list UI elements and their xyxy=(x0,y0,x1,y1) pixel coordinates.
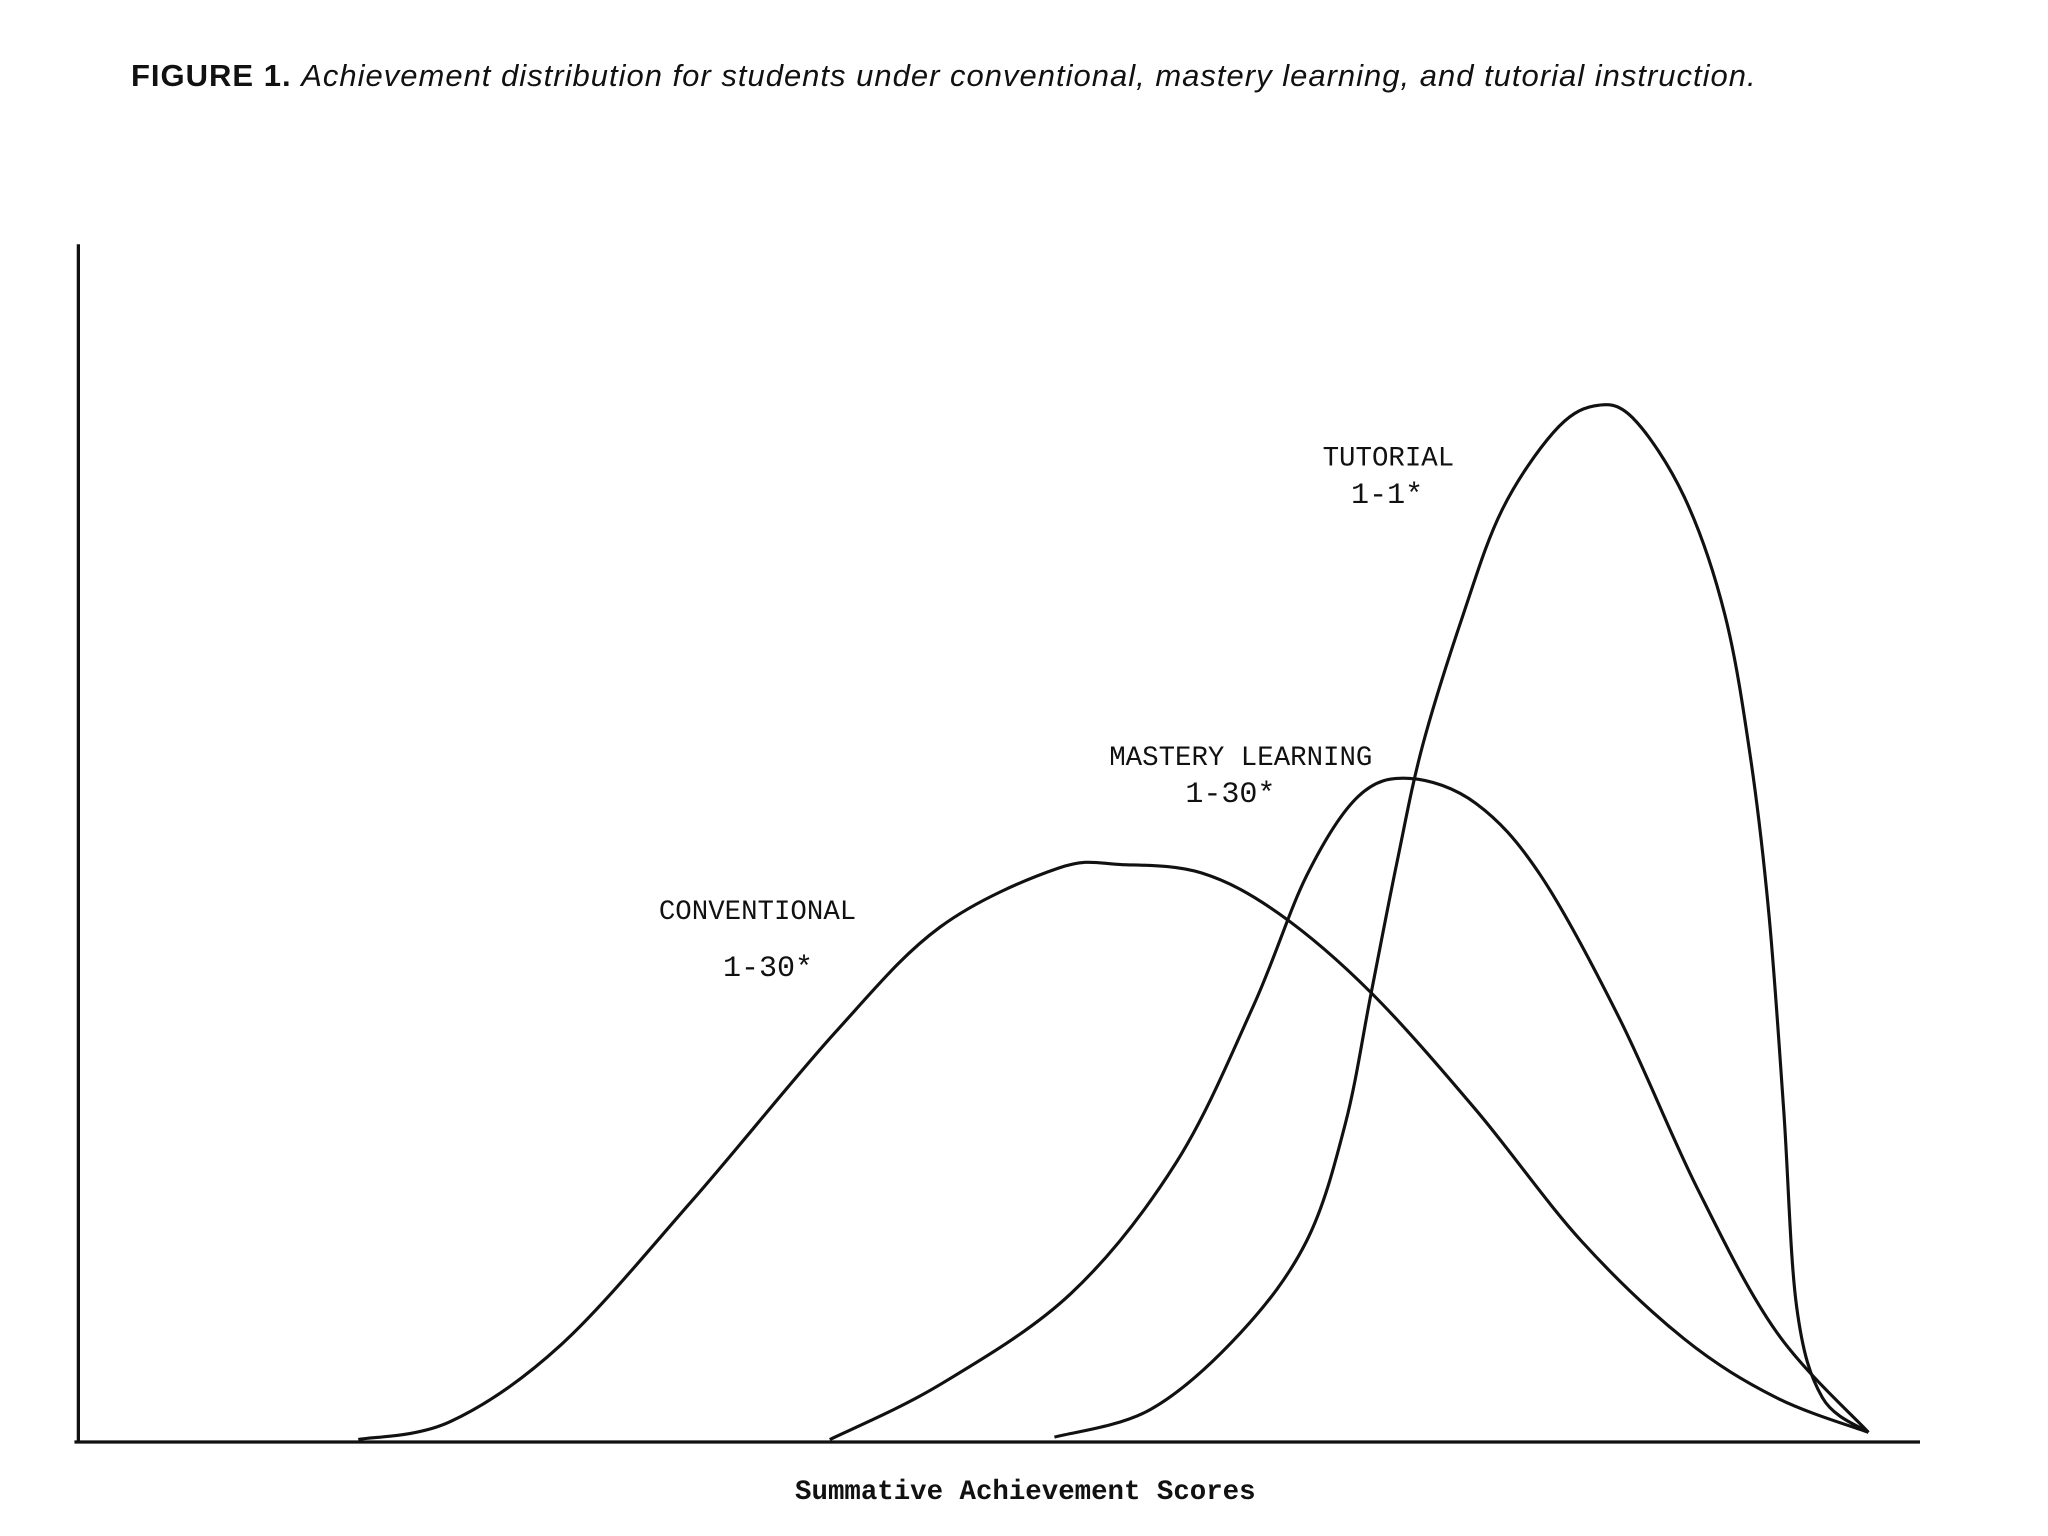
series-annotation: 1-30* xyxy=(723,952,813,986)
series-annotation: 1-1* xyxy=(1351,479,1423,513)
figure-caption: FIGURE 1. Achievement distribution for s… xyxy=(131,56,1879,96)
series-annotation: 1-30* xyxy=(1185,778,1275,812)
series-label: TUTORIAL xyxy=(1323,444,1455,475)
x-axis-label: Summative Achievement Scores xyxy=(795,1477,1256,1508)
chart-title: Achievement distribution for students un… xyxy=(301,58,1757,93)
distribution-curve xyxy=(1054,403,1870,1439)
distribution-curve xyxy=(829,776,1870,1441)
series-label: MASTERY LEARNING xyxy=(1109,743,1372,774)
series-label: CONVENTIONAL xyxy=(659,897,856,928)
figure-label: FIGURE 1. xyxy=(131,58,292,93)
distribution-curve xyxy=(357,860,1869,1442)
